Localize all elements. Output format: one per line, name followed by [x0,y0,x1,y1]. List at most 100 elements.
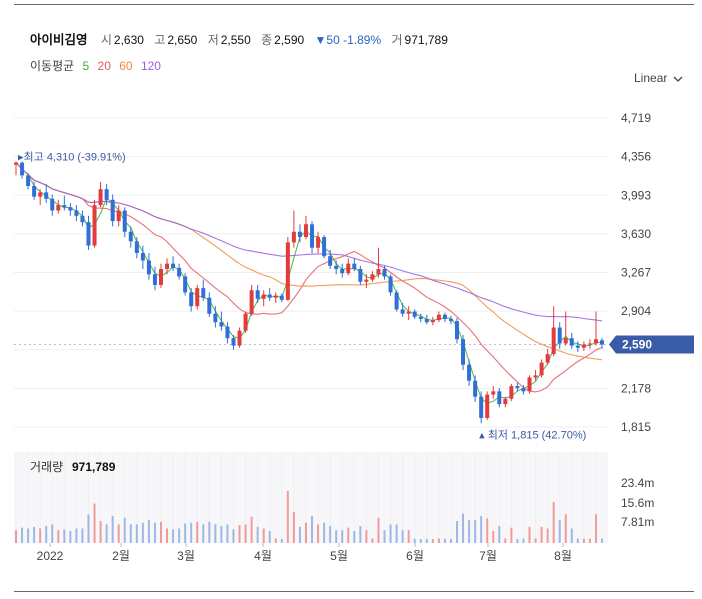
stock-header: 아이비김영 시 2,630 고 2,650 저 2,550 종 2,590 ▼50 -1… [30,29,455,48]
volume-bar [552,501,555,543]
volume-bar [323,522,326,543]
candle-body [491,391,496,395]
candle-body [509,386,514,399]
candle-body [461,339,466,365]
volume-bar [389,524,392,543]
candle-body [146,260,151,275]
price-tick-label: 2,904 [621,304,651,318]
volume-bar [498,526,501,543]
candle-body [183,276,188,293]
candle-body [261,294,266,299]
volume-bar [540,526,543,543]
candle-body [569,338,574,346]
candle-body [575,345,580,348]
volume-bar [492,531,495,543]
volume-bar [57,530,60,543]
volume-bar [329,526,332,543]
candle-body [545,354,550,363]
volume-bar [456,521,459,543]
volume-bar [558,520,561,543]
x-axis-label: 5월 [330,549,348,563]
change-value: ▼50 -1.89% [314,33,382,47]
volume-bar [365,530,368,543]
candle-body [430,320,435,323]
volume-bar [87,514,90,543]
candle-body [134,241,139,254]
volume-bar [129,524,132,543]
volume-bar [250,516,253,543]
candle-body [255,290,260,299]
low-value: 2,550 [220,33,251,47]
candle-body [225,326,230,339]
volume-bar [147,520,150,543]
candle-body [303,224,308,238]
close-label: 종 [261,33,273,47]
candle-body [467,364,472,381]
candle-body [213,313,218,323]
ma-60-label: 60 [119,59,133,73]
candle-body [479,396,484,418]
candle-body [243,313,248,331]
candle-body [533,375,538,378]
candle-body [364,279,369,282]
volume-bar [449,539,452,543]
candle-body [171,263,176,268]
candle-body [310,224,315,248]
volume-bar [401,530,404,543]
low-label: 저 [207,33,219,47]
moving-average-legend: 이동평균 5 20 60 120 [30,57,166,74]
candle-body [436,314,441,321]
candle-body [165,263,170,269]
volume-bar [262,528,265,543]
volume-value: 971,789 [404,33,448,47]
candle-body [358,268,363,282]
close-value: 2,590 [274,33,305,47]
ma-5-line [15,162,602,404]
volume-bar [21,527,24,543]
volume-bar [256,526,259,543]
candle-body [394,292,399,310]
volume-bar [196,521,199,543]
candle-body [485,394,490,418]
ma-20-line [15,162,603,393]
volume-bar [462,513,465,543]
volume-tick-label: 23.4m [621,476,654,490]
volume-bar [353,531,356,543]
volume-bar [335,530,338,543]
volume-bar [93,503,96,543]
volume-value-label: 971,789 [72,460,116,474]
candle-body [44,192,49,199]
candle-body [503,398,508,405]
volume-bar [474,520,477,543]
high-value: 2,650 [167,33,198,47]
volume-tick-label: 15.6m [621,496,654,510]
candle-body [376,268,381,275]
x-axis-label: 6월 [406,549,424,563]
volume-bar [564,514,567,543]
high-label: 고 [154,33,166,47]
volume-bar [341,530,344,543]
volume-bar [292,511,295,543]
volume-bar [226,524,229,543]
candle-body [587,343,592,345]
volume-bar [594,514,597,543]
volume-title: 거래량 [30,460,63,474]
scale-select-button[interactable]: Linear [634,71,683,85]
candle-body [32,185,37,197]
volume-bar [504,538,507,543]
candle-body [563,338,568,344]
volume-bar [172,529,175,543]
bottom-divider [14,591,694,592]
candle-body [539,362,544,376]
volume-bar [534,538,537,543]
candle-body [207,297,212,314]
price-tick-label: 3,630 [621,227,651,241]
stock-name: 아이비김영 [30,33,88,47]
volume-bar [117,524,120,543]
high-annotation: ▸최고 4,310 (-39.91%) [18,151,126,164]
price-tick-label: 1,815 [621,420,651,434]
candle-body [279,295,284,300]
candle-body [98,189,103,206]
x-axis-label: 3월 [177,549,195,563]
